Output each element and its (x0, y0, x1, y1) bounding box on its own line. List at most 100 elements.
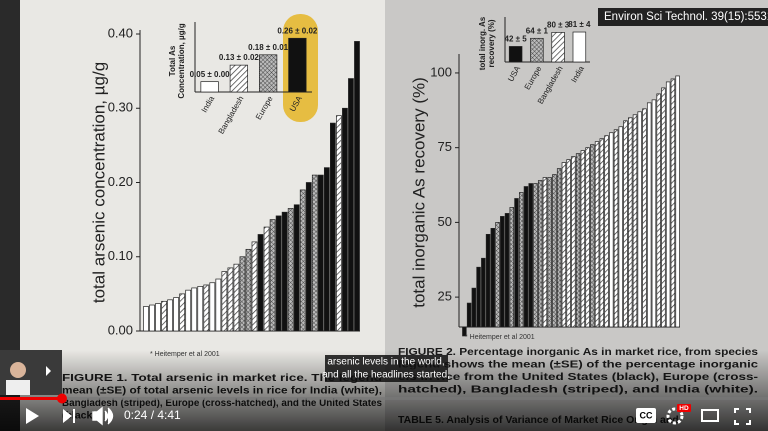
bar (500, 216, 505, 328)
bar (637, 111, 642, 328)
volume-button[interactable] (92, 406, 114, 426)
settings-button[interactable] (666, 407, 684, 425)
inset-bar (551, 32, 565, 63)
bar (263, 226, 270, 332)
bar (155, 303, 161, 332)
bar (485, 233, 491, 328)
progress-track[interactable] (0, 397, 768, 400)
bar (476, 266, 481, 328)
bar (556, 168, 562, 328)
bar (490, 228, 496, 328)
bar (665, 81, 671, 328)
bar (191, 287, 198, 332)
bar (197, 286, 204, 332)
bar (203, 284, 210, 332)
cc-button[interactable] (636, 408, 656, 423)
inset-value-label: 80 ± 3 (547, 21, 570, 30)
bar (509, 207, 514, 328)
bar (221, 271, 228, 332)
bar (533, 183, 538, 328)
bar (471, 287, 477, 328)
y-axis-label: total inorganic As recovery (%) (409, 77, 428, 308)
bar (675, 75, 680, 328)
bar (173, 297, 180, 332)
bar (215, 278, 222, 332)
y-tick-label: 100 (430, 64, 452, 79)
bar (495, 222, 500, 328)
inset-value-label: 0.18 ± 0.01 (248, 43, 289, 52)
inset-bar (530, 37, 544, 63)
y-tick-label: 75 (438, 139, 452, 154)
bar (628, 117, 633, 328)
footnote: * Heitemper et al 2001 (465, 334, 535, 341)
bar (661, 87, 666, 328)
subtitle-box (325, 355, 448, 382)
y-tick-label: 0.30 (108, 100, 133, 115)
inset-y-label: Total As (168, 45, 177, 76)
progress-played (0, 397, 62, 400)
bar (580, 150, 586, 328)
bar (609, 132, 614, 328)
bar (519, 192, 524, 328)
bar (227, 267, 234, 332)
bar (251, 241, 258, 332)
bar (642, 108, 647, 328)
hd-badge (677, 404, 691, 412)
inset-value-label: 0.13 ± 0.02 (219, 53, 260, 62)
bar (143, 306, 149, 332)
inset-bar (200, 81, 219, 93)
bar (323, 167, 330, 332)
y-axis-label: total arsenic concentration, µg/g (89, 62, 108, 303)
bar (623, 120, 628, 328)
bar (342, 107, 348, 332)
inset-bar (572, 31, 587, 63)
bar (646, 102, 652, 328)
scrubber[interactable] (57, 393, 67, 404)
bar (179, 293, 186, 332)
bar (571, 156, 576, 328)
y-tick-label: 0.40 (108, 25, 133, 40)
bar (632, 114, 638, 328)
bar (547, 177, 552, 328)
inset-value-label: 0.26 ± 0.02 (277, 26, 318, 35)
bar (594, 141, 600, 328)
y-tick-label: 0.00 (108, 322, 133, 337)
subtitle-line: arsenic levels in the world, (327, 357, 444, 368)
bar (604, 135, 609, 328)
inset-value-label: 64 ± 1 (526, 26, 549, 35)
bar (528, 183, 533, 328)
bar (656, 93, 661, 328)
bar (149, 304, 155, 332)
fullscreen-button[interactable] (734, 408, 751, 425)
play-button[interactable] (26, 408, 39, 424)
bar (514, 198, 519, 328)
bar (167, 299, 173, 332)
bar (311, 174, 318, 332)
bar (257, 234, 264, 332)
bar (670, 78, 676, 328)
inset-y-label: recovery (%) (487, 19, 496, 67)
bar (575, 153, 581, 328)
theater-button[interactable] (701, 409, 719, 422)
subtitle-line: and all the headlines started, (322, 370, 450, 381)
inset-bar (288, 37, 307, 93)
y-tick-label: 0.10 (108, 248, 133, 263)
thumbnail-coat (6, 380, 30, 395)
bar (299, 189, 306, 332)
bar (552, 174, 557, 328)
bar (585, 147, 590, 328)
watermark-bg (598, 8, 768, 26)
bar (504, 213, 510, 328)
bar (233, 263, 240, 332)
bar (293, 204, 300, 332)
y-tick-label: 0.20 (108, 174, 133, 189)
bar (245, 248, 252, 332)
hd-label: HD (679, 405, 689, 412)
inset-bar (259, 54, 278, 93)
bar (287, 208, 294, 332)
bar (305, 182, 312, 332)
next-button[interactable] (63, 409, 75, 423)
inset-bar (229, 64, 249, 93)
time-display: 0:24 / 4:41 (124, 408, 181, 422)
